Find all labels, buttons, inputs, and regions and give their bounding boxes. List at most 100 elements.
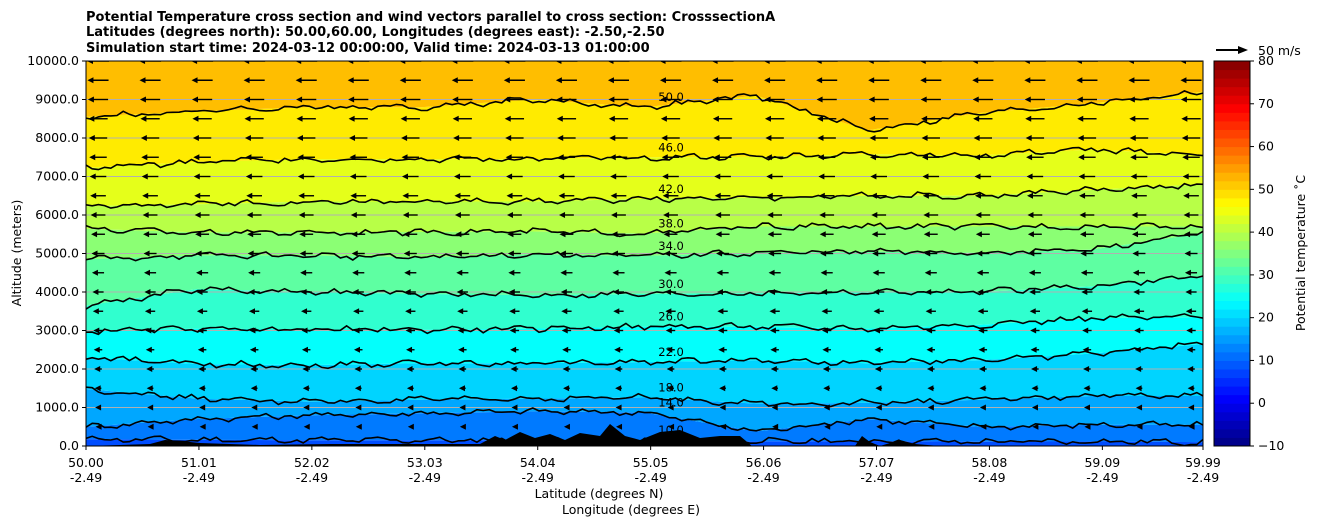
colorbar-tick-label: 30 (1258, 267, 1274, 282)
colorbar-segment (1214, 428, 1250, 438)
wind-vector (1127, 61, 1150, 64)
wind-vector (1078, 154, 1096, 161)
wind-vector-head (922, 192, 929, 199)
wind-vector-head (297, 173, 304, 180)
colorbar-segment (1214, 386, 1250, 396)
wind-vector (1027, 192, 1043, 199)
wind-vector-head (146, 385, 153, 392)
wind-vector (874, 366, 883, 372)
wind-vector-head (560, 289, 567, 295)
wind-vector-head (1135, 385, 1142, 392)
wind-vector-head (349, 173, 356, 180)
wind-vector-head (197, 346, 204, 353)
wind-vector (1079, 212, 1095, 218)
wind-vector (668, 423, 675, 430)
wind-vector (561, 308, 572, 315)
wind-vector-head (508, 269, 515, 276)
wind-vector-head (1028, 269, 1035, 276)
wind-vector-head (403, 231, 410, 238)
isentropes: 10.014.018.022.026.030.034.038.042.046.0… (86, 90, 1203, 446)
wind-vector-head (406, 385, 413, 392)
terrain-silhouette (86, 424, 1203, 446)
wind-vector-head (664, 269, 671, 276)
wind-vector-head (1080, 269, 1087, 276)
wind-vector-head (94, 366, 101, 372)
isentrope-line (86, 341, 1203, 370)
wind-vector-head (874, 346, 881, 353)
colorbar-segment (1214, 189, 1250, 199)
wind-vector (459, 404, 466, 411)
wind-vector (1135, 385, 1143, 392)
wind-vector (1136, 423, 1143, 430)
wind-vector (401, 135, 420, 141)
wind-vector-head (1079, 192, 1086, 199)
wind-vector-head (407, 404, 414, 411)
wind-vector (818, 173, 835, 180)
isentrope-label: 34.0 (658, 239, 684, 253)
wind-vector (614, 346, 623, 353)
wind-vector (660, 96, 681, 103)
wind-vector (404, 289, 416, 295)
wind-vector (87, 96, 109, 103)
wind-vector (1080, 250, 1094, 257)
wind-vector-head (1180, 77, 1187, 84)
wind-vector (405, 327, 415, 334)
wind-vector (659, 77, 682, 84)
wind-vector-head (718, 346, 725, 353)
wind-vector-head (1025, 115, 1032, 122)
wind-vector-head (451, 77, 458, 84)
wind-vector (353, 327, 363, 334)
wind-vector (1031, 404, 1038, 411)
wind-vector-head (560, 269, 567, 276)
wind-vector-head (659, 61, 666, 64)
wind-vector (92, 308, 104, 315)
wind-vector-head (244, 115, 251, 122)
wind-vector (90, 212, 106, 218)
colorbar-tick-label: 60 (1258, 139, 1274, 154)
wind-vector-head (867, 61, 874, 64)
wind-vector-head (559, 212, 566, 218)
wind-vector (507, 250, 521, 257)
wind-vector (195, 250, 209, 257)
wind-vector (977, 308, 988, 315)
wind-vector-head (454, 212, 461, 218)
wind-vector (974, 192, 991, 199)
wind-vector (763, 61, 786, 64)
wind-vector-head (452, 96, 459, 103)
wind-vector-head (1134, 346, 1141, 353)
wind-vector (608, 96, 629, 103)
wind-vector-head (711, 61, 718, 64)
wind-vector (1078, 173, 1096, 180)
wind-vector (248, 308, 260, 315)
wind-vector (352, 289, 364, 295)
wind-vector-head (250, 366, 257, 372)
colorbar-segment (1214, 420, 1250, 430)
wind-vector (1132, 231, 1146, 238)
wind-vector (89, 173, 107, 180)
wind-vector (248, 289, 260, 295)
wind-vector-head (1132, 269, 1139, 276)
wind-vector (719, 385, 726, 392)
wind-vector-head (302, 366, 309, 372)
wind-vector (143, 250, 157, 257)
wind-vector-head (140, 135, 147, 141)
wind-vector-head (348, 96, 355, 103)
wind-vector-head (347, 61, 354, 64)
wind-vector (403, 250, 417, 257)
wind-vector-head (874, 366, 881, 372)
wind-vector (559, 212, 574, 218)
wind-vector-head (1128, 77, 1135, 84)
colorbar-segment (1214, 180, 1250, 190)
wind-vector-head (822, 366, 829, 372)
wind-vector (143, 231, 157, 238)
wind-vector (1186, 327, 1196, 334)
wind-vector-head (143, 250, 150, 257)
wind-vector (510, 366, 519, 372)
wind-vector (1083, 366, 1091, 372)
wind-vector-head (664, 250, 671, 257)
wind-vector-head (874, 327, 881, 334)
wind-vector (976, 269, 989, 276)
wind-vector-head (355, 404, 362, 411)
wind-vector (1082, 346, 1092, 353)
isentrope-line (86, 275, 1203, 310)
